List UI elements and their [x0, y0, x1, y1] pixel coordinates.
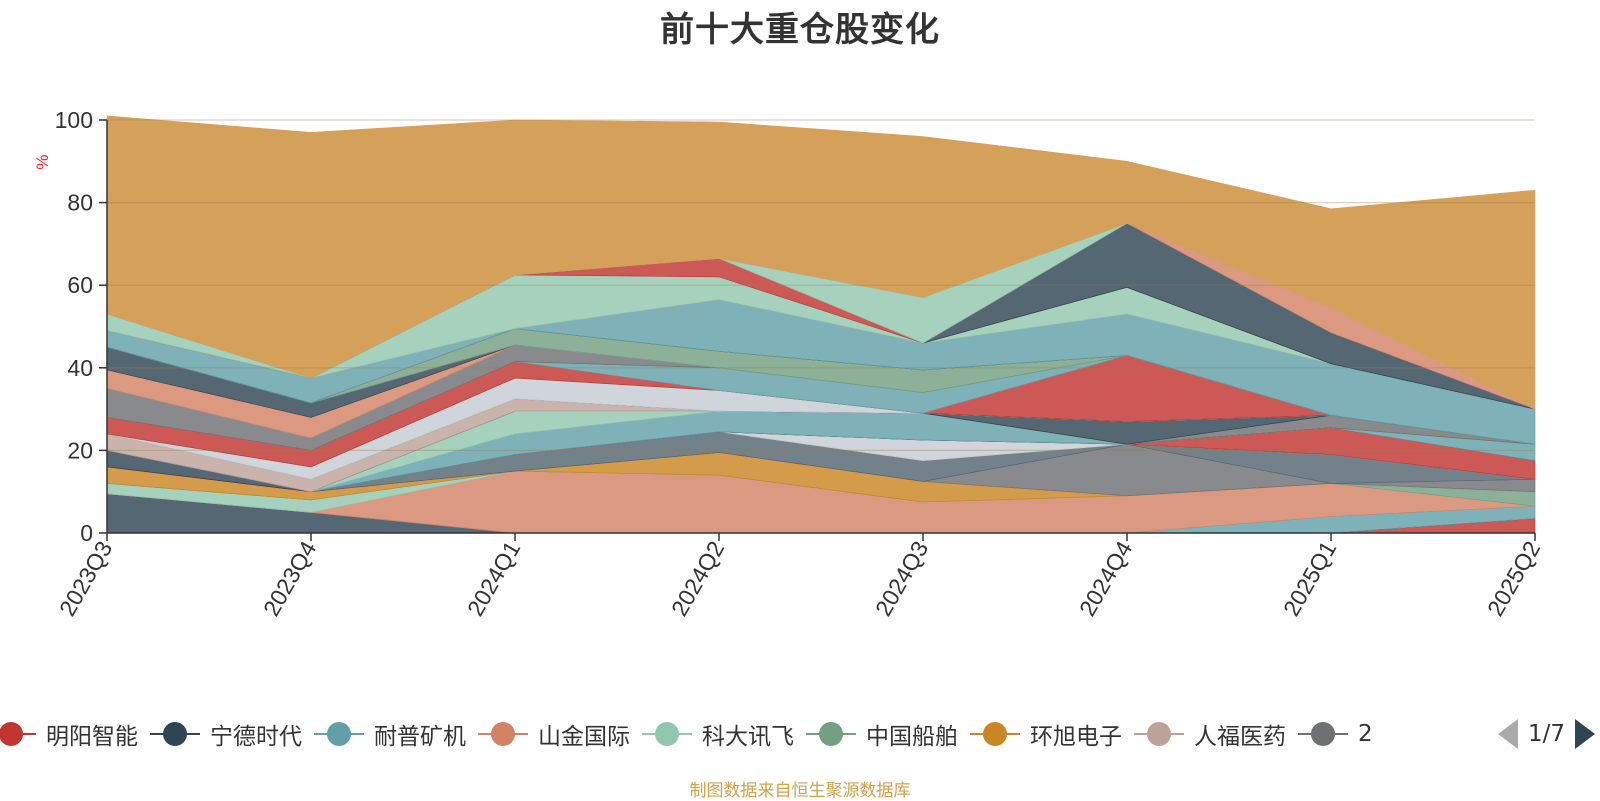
x-tick-label: 2025Q2 — [1482, 537, 1545, 621]
legend-item[interactable]: 山金国际 — [478, 717, 630, 751]
chart-area: % 0 20 40 60 80 100 2023Q3 2023Q4 2024Q1 2024Q2 20… — [33, 107, 1545, 621]
legend-item[interactable]: 耐普矿机 — [314, 717, 466, 751]
legend-label: 环旭电子 — [1030, 724, 1122, 750]
x-tick-label: 2024Q1 — [462, 537, 525, 621]
pager-page-indicator: 1/7 — [1528, 721, 1566, 747]
legend-label: 明阳智能 — [46, 724, 138, 750]
legend-item[interactable]: 科大讯飞 — [642, 717, 794, 751]
legend-label: 耐普矿机 — [374, 724, 466, 750]
legend-label: 中国船舶 — [866, 724, 958, 750]
legend-label: 人福医药 — [1194, 724, 1286, 750]
y-tick-label: 0 — [80, 520, 93, 546]
legend-item[interactable]: 环旭电子 — [970, 717, 1122, 751]
legend-label: 宁德时代 — [210, 724, 302, 750]
legend-label: 科大讯飞 — [702, 724, 794, 750]
x-tick-label: 2023Q4 — [258, 536, 322, 620]
stacked-areas — [106, 115, 1536, 534]
x-tick-label: 2023Q3 — [54, 537, 117, 621]
legend-marker-icon — [0, 722, 36, 746]
legend-label: 山金国际 — [538, 724, 630, 750]
legend-marker-icon — [970, 722, 1020, 746]
legend-marker-icon — [1298, 722, 1348, 746]
legend-pager: 1/7 — [1498, 712, 1596, 756]
grid-lines — [107, 119, 1535, 451]
legend-item[interactable]: 宁德时代 — [150, 717, 302, 751]
legend-marker-icon — [806, 722, 856, 746]
pager-prev-icon[interactable] — [1498, 719, 1518, 749]
y-tick-label: 60 — [67, 272, 93, 298]
x-tick-label: 2025Q1 — [1278, 537, 1341, 621]
legend-marker-icon — [478, 722, 528, 746]
y-tick-label: 40 — [67, 355, 93, 381]
legend-marker-icon — [1134, 722, 1184, 746]
source-footnote: 制图数据来自恒生聚源数据库 — [689, 781, 911, 801]
legend-item[interactable]: 人福医药 — [1134, 717, 1286, 751]
legend-label: 2 — [1358, 721, 1373, 747]
legend-item[interactable]: 中国船舶 — [806, 717, 958, 751]
y-tick-label: 100 — [55, 107, 93, 133]
x-tick-label: 2024Q2 — [666, 537, 729, 621]
legend-item[interactable]: 明阳智能 — [0, 717, 138, 751]
chart-title: 前十大重仓股变化 — [660, 10, 940, 50]
area-series-49 — [106, 115, 1536, 410]
legend-marker-icon — [150, 722, 200, 746]
y-tick-label: 20 — [67, 437, 93, 463]
legend-marker-icon — [642, 722, 692, 746]
legend-marker-icon — [314, 722, 364, 746]
x-tick-label: 2024Q4 — [1074, 536, 1138, 620]
legend-item[interactable]: 2 — [1298, 721, 1373, 747]
y-axis-unit: % — [33, 154, 52, 169]
legend-items: 明阳智能 宁德时代 耐普矿机 山金国际 科大讯飞 中国船舶 环旭电子 人福医药 2 — [0, 712, 1481, 756]
y-tick-label: 80 — [67, 190, 93, 216]
x-tick-label: 2024Q3 — [870, 537, 933, 621]
pager-next-icon[interactable] — [1575, 719, 1596, 749]
legend: 明阳智能 宁德时代 耐普矿机 山金国际 科大讯飞 中国船舶 环旭电子 人福医药 2 — [0, 712, 1600, 756]
